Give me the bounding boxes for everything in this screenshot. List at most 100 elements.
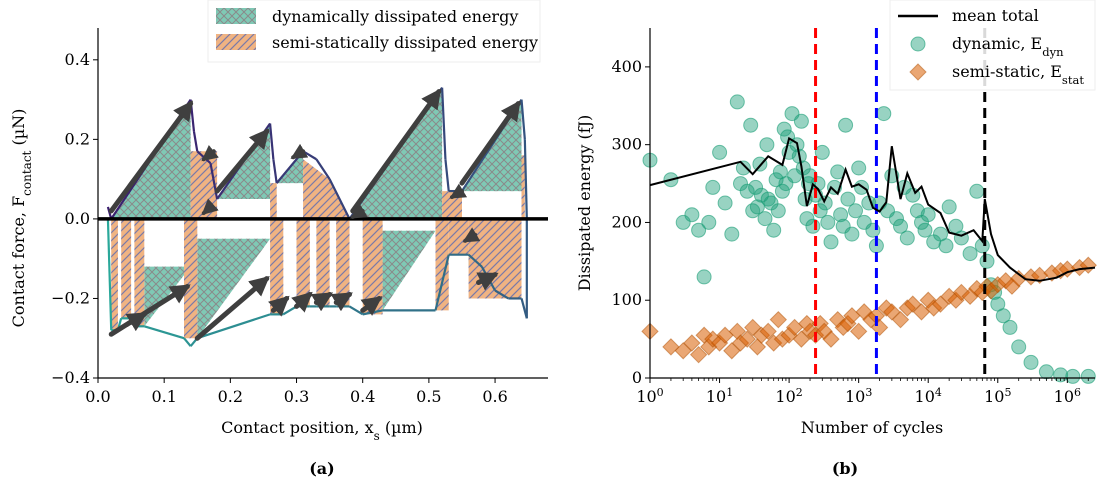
y-tick-label-b: 300 bbox=[611, 135, 642, 154]
static-region-hatch bbox=[448, 218, 469, 255]
legend-label-a: dynamically dissipated energy bbox=[272, 7, 518, 26]
dynamic-point bbox=[759, 137, 775, 153]
legend-swatch-hatch-a bbox=[216, 8, 256, 24]
dynamic-point bbox=[848, 203, 863, 219]
panel-label-b: (b) bbox=[832, 459, 858, 478]
static-point bbox=[849, 322, 868, 341]
static-region-hatch bbox=[184, 218, 198, 339]
curve-segment bbox=[523, 139, 528, 219]
y-tick-label-a: −0.2 bbox=[51, 288, 90, 307]
unloading-arrow bbox=[290, 143, 309, 160]
legend-swatch-hatch-a bbox=[216, 34, 256, 50]
dynamic-point bbox=[729, 94, 745, 110]
dynamic-point bbox=[743, 117, 759, 133]
dynamic-region-hatch bbox=[144, 266, 191, 327]
unloading-arrow bbox=[201, 145, 219, 162]
dynamic-point bbox=[833, 207, 849, 223]
static-region-hatch bbox=[435, 218, 449, 311]
loading-arrow bbox=[268, 295, 290, 317]
static-region-hatch bbox=[121, 218, 132, 319]
legend-a: dynamically dissipated energy semi-static… bbox=[207, 0, 541, 63]
x-tick-label-b: 105 bbox=[984, 386, 1011, 407]
dynamic-point bbox=[717, 195, 733, 211]
loading-arrow bbox=[214, 128, 270, 194]
loading-arrow bbox=[194, 275, 270, 341]
loading-arrow bbox=[108, 100, 194, 214]
x-tick-label-a: 0.2 bbox=[218, 387, 243, 406]
unloading-arrow bbox=[201, 198, 219, 216]
curve-segment bbox=[144, 325, 185, 340]
curve-segment bbox=[192, 131, 199, 152]
static-region-hatch bbox=[134, 218, 145, 327]
x-axis-label-b: Number of cycles bbox=[801, 418, 943, 437]
dynamic-point bbox=[889, 211, 904, 227]
y-tick-label-b: 100 bbox=[611, 290, 642, 309]
static-region-hatch bbox=[270, 183, 277, 219]
loading-arrow bbox=[125, 311, 148, 332]
dynamic-point bbox=[838, 117, 854, 133]
legend-label-b: semi-static, Estat bbox=[952, 62, 1084, 87]
dynamic-point bbox=[920, 207, 936, 223]
dynamic-point bbox=[995, 308, 1011, 324]
dynamic-region-hatch bbox=[197, 238, 271, 339]
x-tick-label-a: 0.1 bbox=[151, 387, 176, 406]
loading-arrows bbox=[108, 88, 521, 341]
dynamic-point bbox=[766, 222, 782, 238]
static-point bbox=[769, 310, 788, 329]
y-tick-label-a: −0.4 bbox=[51, 368, 90, 387]
dynamic-point bbox=[917, 222, 933, 238]
static-region-hatch bbox=[316, 218, 330, 307]
dynamic-point bbox=[941, 199, 957, 215]
dynamic-point bbox=[969, 183, 985, 199]
static-region-hatch bbox=[270, 218, 284, 315]
dynamic-point bbox=[793, 113, 809, 129]
panel-a: 0.0 0.1 0.2 0.3 0.4 0.5 0.6 −0.4 −0.2 0.0 0.2 0.4 C… bbox=[9, 0, 548, 478]
dynamic-point bbox=[691, 222, 707, 238]
curve-segment bbox=[302, 150, 317, 161]
static-region-hatch bbox=[521, 155, 525, 219]
panel-label-a: (a) bbox=[309, 459, 335, 478]
curve-segment bbox=[444, 159, 450, 192]
dynamic-point bbox=[735, 160, 751, 176]
x-tick-label-b: 102 bbox=[775, 386, 802, 407]
curve-segment bbox=[106, 206, 113, 220]
x-tick-label-a: 0.0 bbox=[85, 387, 110, 406]
dynamic-point bbox=[768, 172, 784, 188]
dynamic-point bbox=[757, 211, 773, 227]
dynamic-point bbox=[844, 226, 860, 242]
axes-a: 0.0 0.1 0.2 0.3 0.4 0.5 0.6 −0.4 −0.2 0.0 0.2 0.4 bbox=[51, 28, 548, 406]
y-tick-label-a: 0.0 bbox=[65, 209, 90, 228]
unloading-arrow bbox=[350, 203, 368, 219]
dynamic-point bbox=[1065, 368, 1081, 384]
x-tick-label-b: 100 bbox=[636, 386, 663, 407]
dynamic-point bbox=[1038, 364, 1054, 380]
static-point bbox=[822, 330, 840, 348]
dynamic-point bbox=[739, 183, 755, 199]
dynamic-point bbox=[823, 234, 839, 250]
curve-segment bbox=[268, 123, 275, 160]
y-tick-label-a: 0.2 bbox=[65, 129, 90, 148]
curve-segment bbox=[315, 158, 331, 180]
x-tick-label-b: 103 bbox=[845, 386, 872, 407]
dynamic-point bbox=[893, 218, 908, 234]
dynamic-point bbox=[840, 191, 856, 207]
loading-arrow bbox=[350, 88, 442, 214]
mean-total-line bbox=[649, 136, 1096, 282]
dynamic-point bbox=[724, 226, 740, 242]
vertical-markers bbox=[814, 28, 987, 378]
dynamic-point bbox=[851, 160, 867, 176]
curve-segment bbox=[441, 87, 447, 160]
legend-marker-diamond bbox=[909, 63, 927, 81]
dynamic-point bbox=[876, 106, 892, 122]
loading-arrow bbox=[459, 100, 521, 186]
dynamic-point bbox=[1011, 339, 1027, 355]
y-tick-label-b: 200 bbox=[611, 212, 642, 231]
x-tick-label-b: 104 bbox=[915, 386, 942, 407]
static-region-hatch bbox=[303, 159, 350, 219]
curve-segment bbox=[106, 218, 113, 331]
y-tick-label-a: 0.4 bbox=[65, 50, 90, 69]
dynamic-point bbox=[938, 238, 954, 254]
unloading-arrow bbox=[449, 183, 468, 200]
